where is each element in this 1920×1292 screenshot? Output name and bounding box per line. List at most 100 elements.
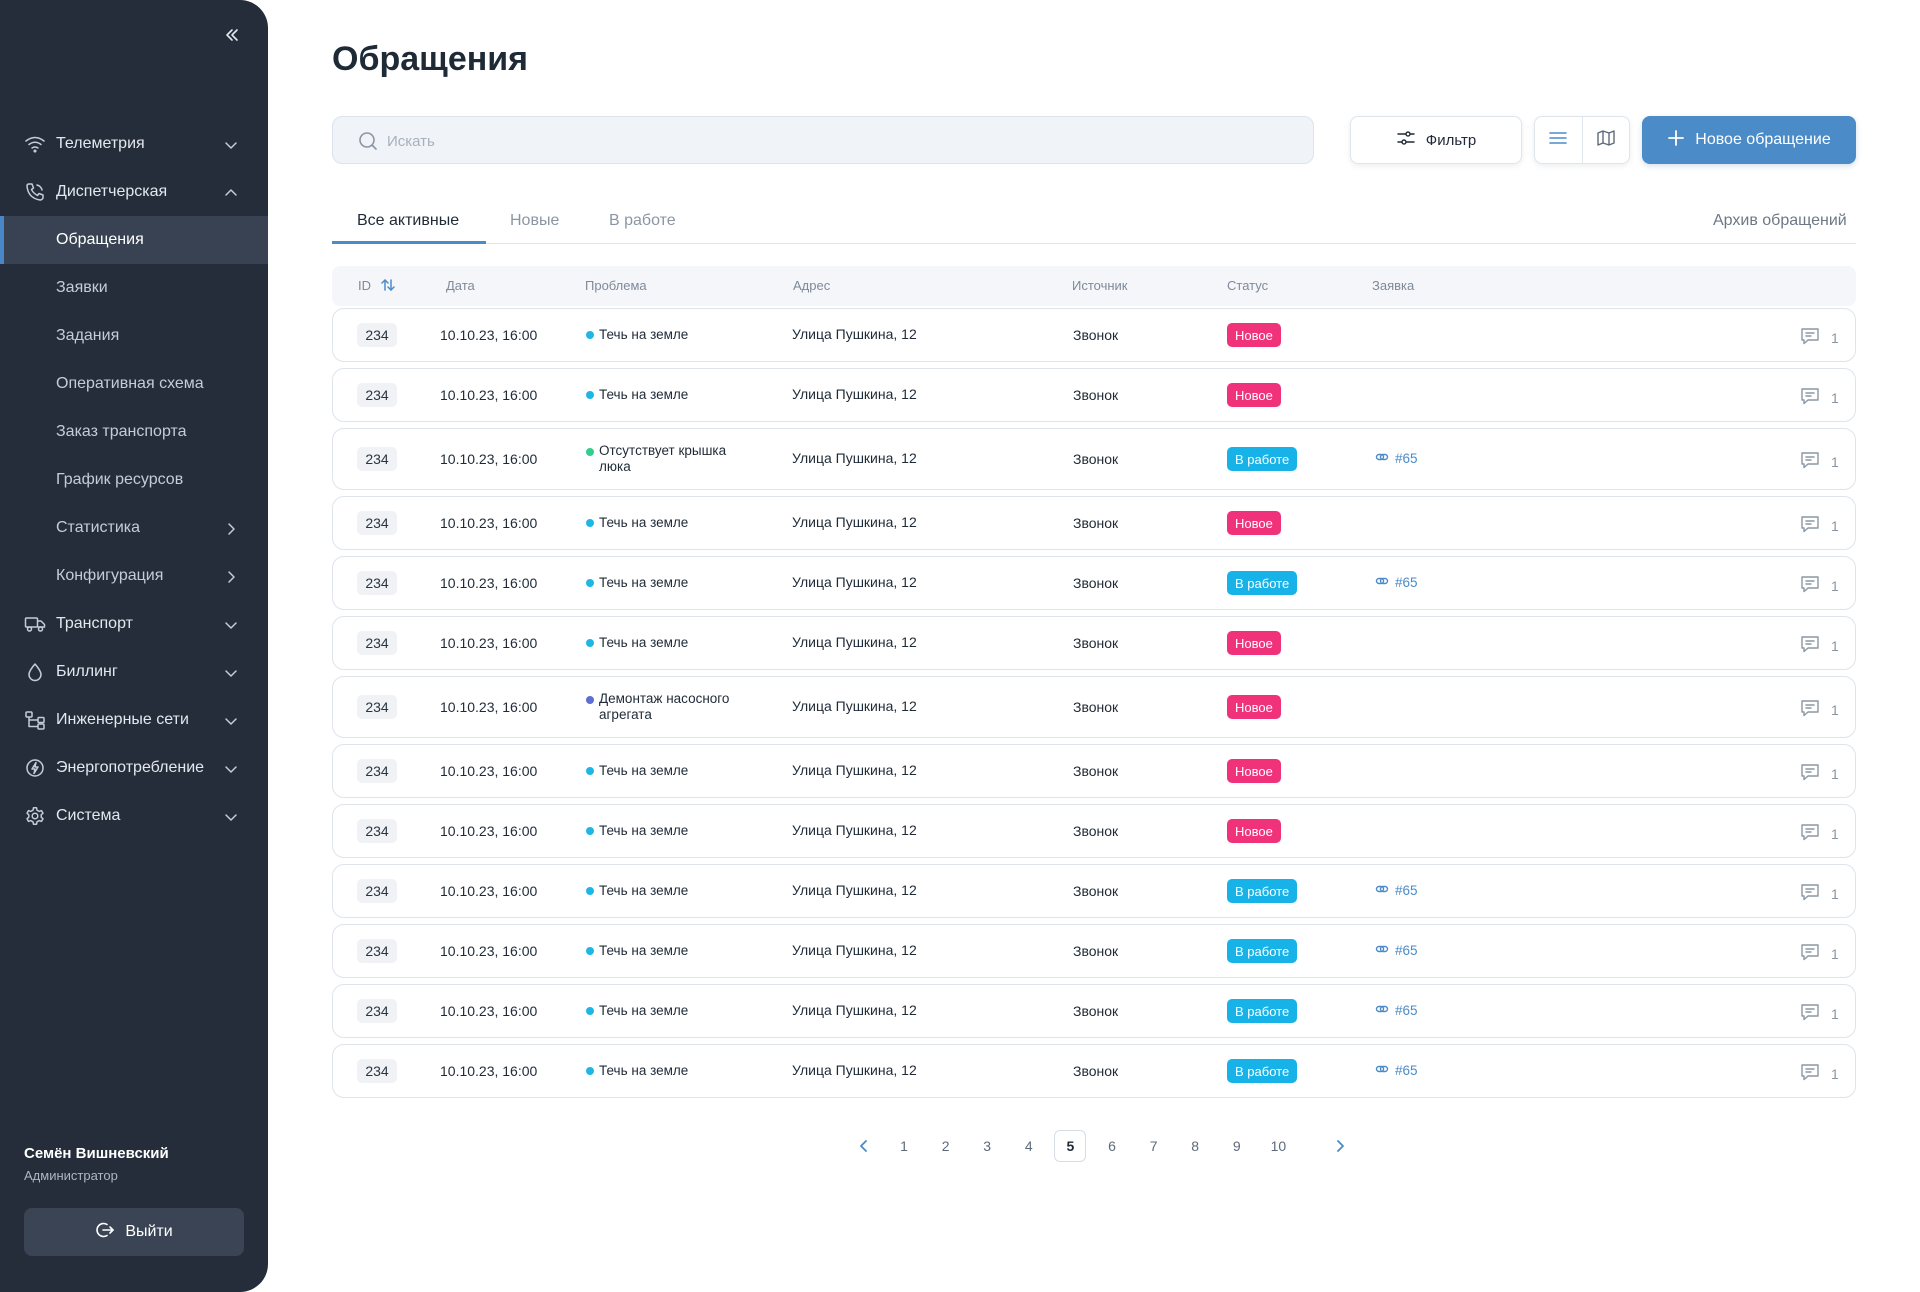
page-number[interactable]: 1 — [900, 1138, 908, 1154]
table-row[interactable]: 234 10.10.23, 16:00 Отсутствует крышка люк… — [332, 428, 1856, 490]
tab-new[interactable]: Новые — [510, 212, 560, 229]
problem-category-dot — [586, 519, 594, 527]
order-link[interactable]: #65 — [1375, 1062, 1418, 1079]
comment-icon — [1799, 633, 1821, 658]
map-view-button[interactable] — [1581, 117, 1629, 163]
sidebar-item-label: Конфигурация — [56, 567, 164, 584]
sidebar-item-label: Заказ транспорта — [56, 423, 187, 440]
search-input[interactable] — [387, 129, 1287, 153]
tab-all-active[interactable]: Все активные — [357, 212, 460, 229]
tab-in-work[interactable]: В работе — [609, 212, 676, 229]
sidebar-item[interactable]: График ресурсов — [0, 456, 268, 504]
page-number[interactable]: 6 — [1108, 1138, 1116, 1154]
new-request-button[interactable]: Новое обращение — [1642, 116, 1856, 164]
sidebar-item-label: Система — [56, 807, 121, 824]
sidebar-item[interactable]: Диспетчерская — [0, 168, 268, 216]
sidebar-item[interactable]: Инженерные сети — [0, 696, 268, 744]
prev-page-icon[interactable] — [848, 1130, 880, 1162]
page-number[interactable]: 10 — [1270, 1138, 1287, 1154]
status-badge: В работе — [1227, 447, 1298, 471]
table-row[interactable]: 234 10.10.23, 16:00 Течь на земле Улица Пуш… — [332, 556, 1856, 610]
table-row[interactable]: 234 10.10.23, 16:00 Течь на земле Улица Пуш… — [332, 984, 1856, 1038]
row-problem: Течь на земле — [599, 327, 689, 342]
comments-count: 1 — [1831, 885, 1839, 902]
status-badge: Новое — [1227, 631, 1281, 655]
sidebar-item-label: Оперативная схема — [56, 375, 204, 392]
next-page-icon[interactable] — [1324, 1130, 1356, 1162]
logout-button[interactable]: Выйти — [24, 1208, 244, 1256]
sidebar-item[interactable]: Статистика — [0, 504, 268, 552]
sidebar-item[interactable]: Энергопотребление — [0, 744, 268, 792]
tab-archive[interactable]: Архив обращений — [1713, 212, 1847, 229]
sidebar-item[interactable]: Задания — [0, 312, 268, 360]
page-number[interactable]: 7 — [1149, 1138, 1158, 1154]
sidebar-item-label: График ресурсов — [56, 471, 184, 488]
comments-button[interactable]: 1 — [1799, 821, 1839, 846]
comments-button[interactable]: 1 — [1799, 1001, 1839, 1026]
page-number[interactable]: 3 — [983, 1138, 992, 1154]
order-link[interactable]: #65 — [1375, 1002, 1418, 1019]
table-row[interactable]: 234 10.10.23, 16:00 Течь на земле Улица Пуш… — [332, 864, 1856, 918]
page-number[interactable]: 4 — [1024, 1138, 1033, 1154]
page-number[interactable]: 5 — [1054, 1130, 1087, 1162]
comment-icon — [1799, 325, 1821, 350]
sidebar-item[interactable]: Оперативная схема — [0, 360, 268, 408]
sidebar-item-label: Транспорт — [56, 615, 133, 632]
comments-button[interactable]: 1 — [1799, 449, 1839, 474]
comment-icon — [1799, 1061, 1821, 1086]
row-source: Звонок — [1073, 1003, 1119, 1019]
comment-icon — [1799, 697, 1821, 722]
table-row[interactable]: 234 10.10.23, 16:00 Течь на земле Улица Пуш… — [332, 368, 1856, 422]
collapse-sidebar-icon[interactable] — [221, 22, 243, 48]
sidebar-item[interactable]: Телеметрия — [0, 120, 268, 168]
order-link[interactable]: #65 — [1375, 574, 1418, 591]
problem-category-dot — [586, 827, 594, 835]
sidebar-item[interactable]: Транспорт — [0, 600, 268, 648]
table-row[interactable]: 234 10.10.23, 16:00 Течь на земле Улица Пуш… — [332, 308, 1856, 362]
comments-count: 1 — [1831, 577, 1839, 594]
comments-button[interactable]: 1 — [1799, 513, 1839, 538]
table-row[interactable]: 234 10.10.23, 16:00 Демонтаж насосного агр… — [332, 676, 1856, 738]
order-link[interactable]: #65 — [1375, 942, 1418, 959]
comments-count: 1 — [1831, 389, 1839, 406]
list-view-button[interactable] — [1535, 117, 1582, 163]
comments-count: 1 — [1831, 825, 1839, 842]
sidebar-item[interactable]: Система — [0, 792, 268, 840]
comments-button[interactable]: 1 — [1799, 941, 1839, 966]
row-address: Улица Пушкина, 12 — [792, 450, 917, 466]
page-number[interactable]: 2 — [941, 1138, 950, 1154]
sidebar-item[interactable]: Биллинг — [0, 648, 268, 696]
comments-button[interactable]: 1 — [1799, 633, 1839, 658]
comments-button[interactable]: 1 — [1799, 325, 1839, 350]
comments-button[interactable]: 1 — [1799, 881, 1839, 906]
comments-button[interactable]: 1 — [1799, 385, 1839, 410]
sidebar-item-label: Диспетчерская — [56, 183, 168, 200]
order-link[interactable]: #65 — [1375, 450, 1418, 467]
table-row[interactable]: 234 10.10.23, 16:00 Течь на земле Улица Пуш… — [332, 496, 1856, 550]
sidebar-item[interactable]: Обращения — [0, 216, 268, 264]
table-row[interactable]: 234 10.10.23, 16:00 Течь на земле Улица Пуш… — [332, 1044, 1856, 1098]
table-row[interactable]: 234 10.10.23, 16:00 Течь на земле Улица Пуш… — [332, 744, 1856, 798]
chevron-down-icon — [223, 809, 239, 825]
table-row[interactable]: 234 10.10.23, 16:00 Течь на земле Улица Пуш… — [332, 616, 1856, 670]
comments-button[interactable]: 1 — [1799, 573, 1839, 598]
comments-button[interactable]: 1 — [1799, 697, 1839, 722]
page-number[interactable]: 8 — [1191, 1138, 1200, 1154]
sidebar-item[interactable]: Заявки — [0, 264, 268, 312]
filter-button[interactable]: Фильтр — [1350, 116, 1522, 164]
row-source: Звонок — [1073, 387, 1119, 403]
sort-icon[interactable] — [380, 277, 396, 298]
table-row[interactable]: 234 10.10.23, 16:00 Течь на земле Улица Пуш… — [332, 804, 1856, 858]
comments-button[interactable]: 1 — [1799, 761, 1839, 786]
row-address: Улица Пушкина, 12 — [792, 698, 917, 714]
sidebar-item[interactable]: Конфигурация — [0, 552, 268, 600]
comments-button[interactable]: 1 — [1799, 1061, 1839, 1086]
page-number[interactable]: 9 — [1232, 1138, 1241, 1154]
problem-category-dot — [586, 391, 594, 399]
status-badge: Новое — [1227, 759, 1281, 783]
comments-count: 1 — [1831, 765, 1839, 782]
row-id: 234 — [357, 999, 397, 1023]
order-link[interactable]: #65 — [1375, 882, 1418, 899]
sidebar-item[interactable]: Заказ транспорта — [0, 408, 268, 456]
table-row[interactable]: 234 10.10.23, 16:00 Течь на земле Улица Пуш… — [332, 924, 1856, 978]
